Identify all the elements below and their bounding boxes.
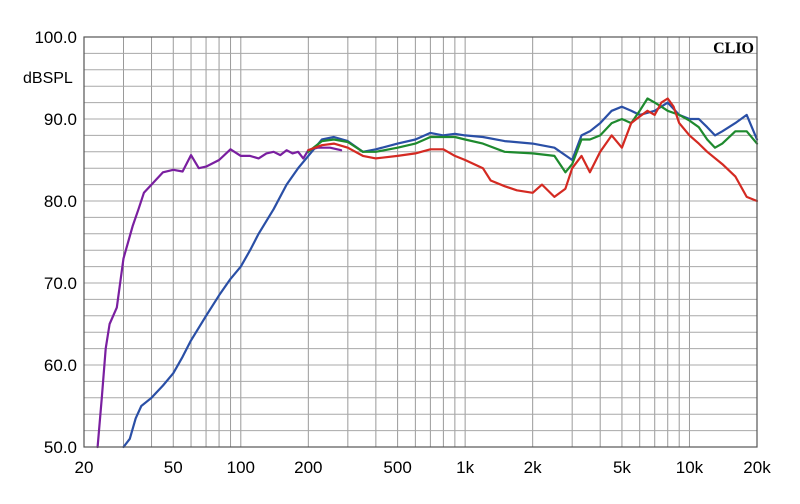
y-tick-label: 70.0	[44, 274, 77, 293]
grid	[83, 37, 758, 447]
x-tick-label: 500	[383, 458, 411, 477]
clio-brand-label: CLIO	[713, 40, 754, 57]
series-line	[307, 97, 759, 203]
series-line	[307, 97, 759, 174]
x-tick-label: 200	[294, 458, 322, 477]
y-tick-label: 80.0	[44, 192, 77, 211]
x-tick-label: 50	[164, 458, 183, 477]
x-tick-label: 5k	[613, 458, 631, 477]
series-line	[96, 146, 343, 449]
y-tick-label: 50.0	[44, 438, 77, 457]
x-tick-label: 10k	[676, 458, 704, 477]
y-tick-label: 60.0	[44, 356, 77, 375]
x-tick-label: 1k	[456, 458, 474, 477]
x-tick-label: 100	[227, 458, 255, 477]
plot-frame	[83, 36, 758, 448]
x-tick-label: 20	[75, 458, 94, 477]
axis-labels: 20 50 100 200 500 1k 2k 5k 10k 20k 100.0 90.0 80.0 70…	[34, 28, 771, 477]
y-axis-unit-label: dBSPL	[23, 70, 73, 87]
series-line	[122, 101, 759, 449]
x-tick-label: 20k	[743, 458, 771, 477]
data-series	[96, 97, 759, 449]
x-tick-label: 2k	[524, 458, 542, 477]
y-tick-label: 90.0	[44, 110, 77, 129]
y-tick-label: 100.0	[34, 28, 77, 47]
